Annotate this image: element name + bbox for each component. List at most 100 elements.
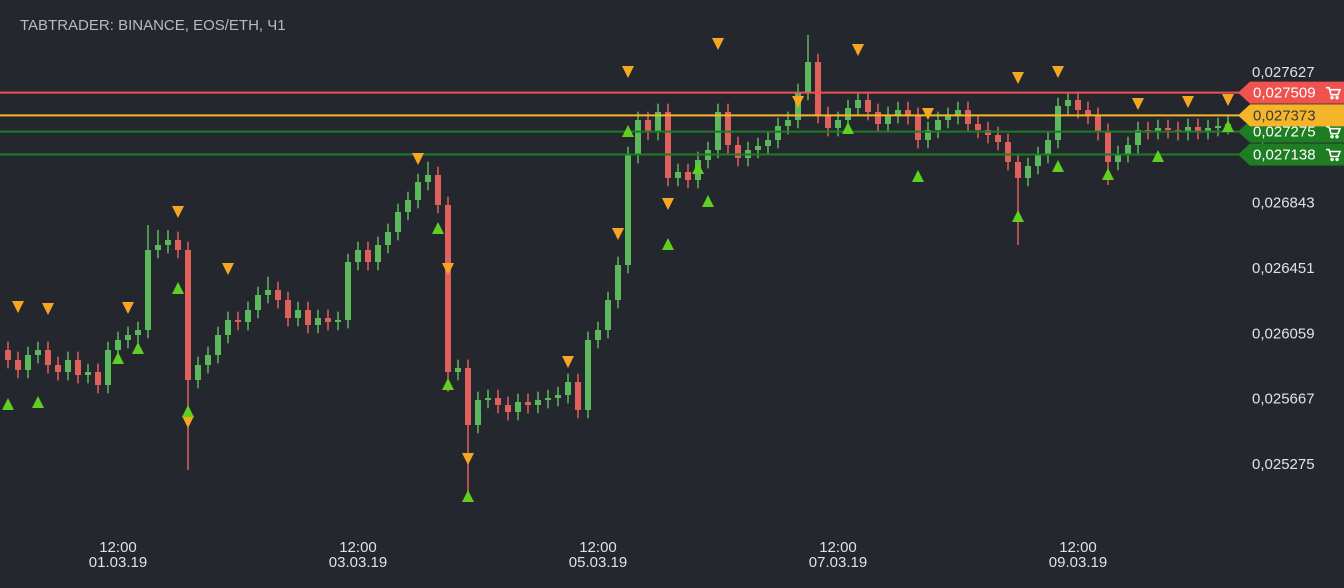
candle-body bbox=[205, 355, 211, 365]
buy-signal bbox=[912, 170, 924, 182]
candle-body bbox=[465, 368, 471, 425]
sell-signal bbox=[1052, 66, 1064, 78]
sell-signal bbox=[712, 38, 724, 50]
candle-body bbox=[285, 300, 291, 318]
candle-body bbox=[1075, 100, 1081, 110]
candle-body bbox=[245, 310, 251, 322]
sell-signal bbox=[182, 416, 194, 428]
y-tick-label: 0,025275 bbox=[1252, 456, 1315, 473]
candle-body bbox=[525, 402, 531, 405]
x-tick-label: 12:00 bbox=[339, 539, 377, 556]
candle-body bbox=[25, 355, 31, 370]
candle-body bbox=[455, 368, 461, 372]
candle-body bbox=[805, 62, 811, 92]
buy-signal bbox=[182, 405, 194, 417]
sell-signal bbox=[622, 66, 634, 78]
candle-body bbox=[845, 108, 851, 120]
candle-body bbox=[75, 360, 81, 375]
buy-signal bbox=[662, 238, 674, 250]
level-badge bbox=[1238, 81, 1344, 104]
candle-body bbox=[975, 124, 981, 130]
candle-body bbox=[755, 146, 761, 150]
candle-body bbox=[345, 262, 351, 320]
candle-body bbox=[665, 112, 671, 178]
buy-signal bbox=[112, 352, 124, 364]
candle-body bbox=[355, 250, 361, 262]
candle-body bbox=[615, 265, 621, 300]
candle-body bbox=[95, 372, 101, 385]
candle-body bbox=[995, 135, 1001, 142]
candle-body bbox=[605, 300, 611, 330]
candle-body bbox=[425, 175, 431, 182]
candle-body bbox=[1055, 106, 1061, 140]
candle-body bbox=[965, 110, 971, 124]
candle-body bbox=[415, 182, 421, 200]
candle-body bbox=[495, 398, 501, 405]
candle-body bbox=[1195, 127, 1201, 131]
level-label: 0,027138 bbox=[1253, 146, 1316, 163]
candle-body bbox=[885, 115, 891, 124]
buy-signal bbox=[1152, 150, 1164, 162]
candle-body bbox=[225, 320, 231, 335]
candle-body bbox=[1045, 140, 1051, 155]
candle-body bbox=[1025, 166, 1031, 178]
candle-body bbox=[685, 172, 691, 180]
candle-body bbox=[785, 120, 791, 126]
candle-body bbox=[1215, 126, 1221, 128]
x-tick-label: 01.03.19 bbox=[89, 554, 147, 571]
candle-body bbox=[5, 350, 11, 360]
candle-body bbox=[85, 372, 91, 375]
sell-signal bbox=[1132, 98, 1144, 110]
candle-body bbox=[735, 145, 741, 158]
candle-body bbox=[215, 335, 221, 355]
y-tick-label: 0,026059 bbox=[1252, 325, 1315, 342]
y-tick-label: 0,027627 bbox=[1252, 64, 1315, 81]
candle-body bbox=[1105, 132, 1111, 162]
candle-body bbox=[125, 335, 131, 340]
candle-body bbox=[935, 120, 941, 130]
candle-body bbox=[1135, 130, 1141, 145]
candle-body bbox=[895, 110, 901, 115]
candle-body bbox=[1125, 145, 1131, 154]
x-tick-label: 05.03.19 bbox=[569, 554, 627, 571]
candle-body bbox=[185, 250, 191, 380]
candle-body bbox=[375, 245, 381, 262]
candle-body bbox=[1085, 110, 1091, 116]
candle-body bbox=[1035, 155, 1041, 166]
candle-body bbox=[585, 340, 591, 410]
sell-signal bbox=[12, 301, 24, 313]
candle-body bbox=[815, 62, 821, 115]
candle-body bbox=[395, 212, 401, 232]
level-badge bbox=[1238, 143, 1344, 166]
axis-labels: 0,025275 0,025667 0,026059 0,026451 0,026843… bbox=[89, 64, 1315, 571]
candle-body bbox=[1115, 154, 1121, 162]
buy-signal bbox=[442, 378, 454, 390]
candle-body bbox=[1065, 100, 1071, 106]
buy-signal bbox=[702, 195, 714, 207]
candle-body bbox=[445, 205, 451, 372]
candle-body bbox=[65, 360, 71, 372]
sell-signal bbox=[172, 206, 184, 218]
candle-body bbox=[945, 116, 951, 120]
candle-body bbox=[635, 120, 641, 155]
candle-body bbox=[645, 120, 651, 132]
candle-body bbox=[485, 398, 491, 400]
buy-signal bbox=[692, 162, 704, 174]
level-label: 0,027509 bbox=[1253, 85, 1316, 102]
sell-signal bbox=[412, 153, 424, 165]
x-tick-label: 09.03.19 bbox=[1049, 554, 1107, 571]
candle-body bbox=[195, 365, 201, 380]
cart-icon bbox=[1326, 86, 1342, 100]
buy-signal bbox=[2, 398, 14, 410]
cart-icon bbox=[1326, 148, 1342, 162]
candle-body bbox=[1155, 128, 1161, 131]
candle-body bbox=[1015, 162, 1021, 178]
buy-signal bbox=[432, 222, 444, 234]
candle-body bbox=[1185, 127, 1191, 132]
candle-body bbox=[265, 290, 271, 295]
candle-body bbox=[325, 318, 331, 322]
